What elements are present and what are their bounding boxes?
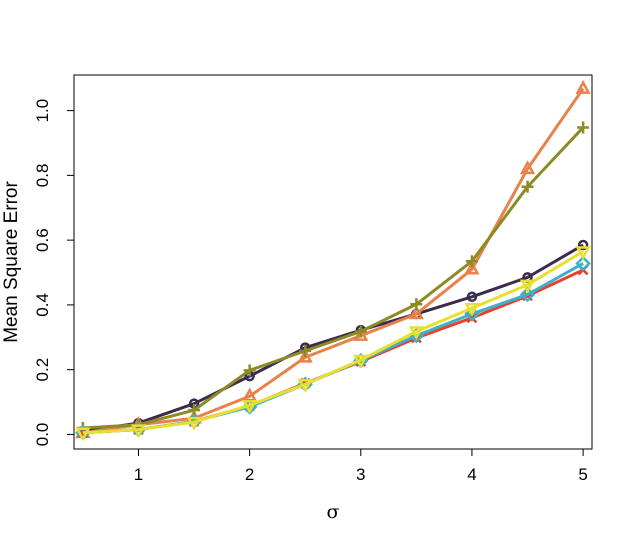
data-point <box>408 326 424 341</box>
data-point <box>519 160 536 175</box>
data-point <box>242 400 258 414</box>
data-point <box>354 325 367 338</box>
series-2 <box>75 80 591 439</box>
data-point <box>575 255 591 272</box>
series-line <box>82 243 584 433</box>
data-point <box>521 180 534 193</box>
y-tick-label: 0.4 <box>33 293 52 317</box>
x-tick-label: 4 <box>467 465 476 484</box>
series-1 <box>77 239 589 437</box>
y-tick-label: 0.0 <box>33 423 52 447</box>
data-point <box>465 255 478 268</box>
data-point <box>299 344 312 357</box>
data-point <box>297 378 313 393</box>
y-axis: 0.0 0.2 0.4 0.6 0.8 1.0 <box>33 99 74 446</box>
series-3 <box>76 121 590 434</box>
data-point <box>243 364 256 377</box>
y-axis-label: Mean Square Error <box>1 181 22 343</box>
data-point <box>519 286 536 303</box>
data-point <box>575 80 591 94</box>
data-point <box>519 279 536 294</box>
series-6 <box>75 246 591 442</box>
y-tick-label: 0.8 <box>33 164 52 188</box>
data-point <box>464 302 480 317</box>
data-point <box>577 121 590 134</box>
data-point <box>186 416 202 431</box>
series-layer <box>75 80 591 442</box>
data-point <box>577 239 589 251</box>
data-point <box>75 427 91 442</box>
data-point <box>464 260 480 275</box>
x-tick-label: 2 <box>245 465 254 484</box>
x-tick-label: 1 <box>134 465 143 484</box>
series-line <box>82 262 584 435</box>
series-line <box>82 126 585 430</box>
plot-frame <box>73 74 593 450</box>
data-point <box>353 354 369 369</box>
data-point <box>297 348 313 363</box>
x-tick-label: 3 <box>356 465 365 484</box>
data-point <box>410 298 423 311</box>
data-point <box>466 291 478 303</box>
data-point <box>575 246 591 261</box>
x-tick-label: 5 <box>578 465 587 484</box>
x-axis: 1 2 3 4 5 <box>134 449 588 484</box>
data-point <box>464 306 480 322</box>
series-line <box>82 87 585 435</box>
data-point <box>353 327 369 341</box>
data-point <box>130 424 147 439</box>
y-tick-label: 0.2 <box>33 358 52 382</box>
series-line <box>82 250 584 435</box>
y-tick-label: 1.0 <box>33 99 52 123</box>
series-5 <box>75 255 591 441</box>
x-axis-label: σ <box>327 501 340 523</box>
y-tick-label: 0.6 <box>33 228 52 252</box>
data-point <box>408 305 424 320</box>
